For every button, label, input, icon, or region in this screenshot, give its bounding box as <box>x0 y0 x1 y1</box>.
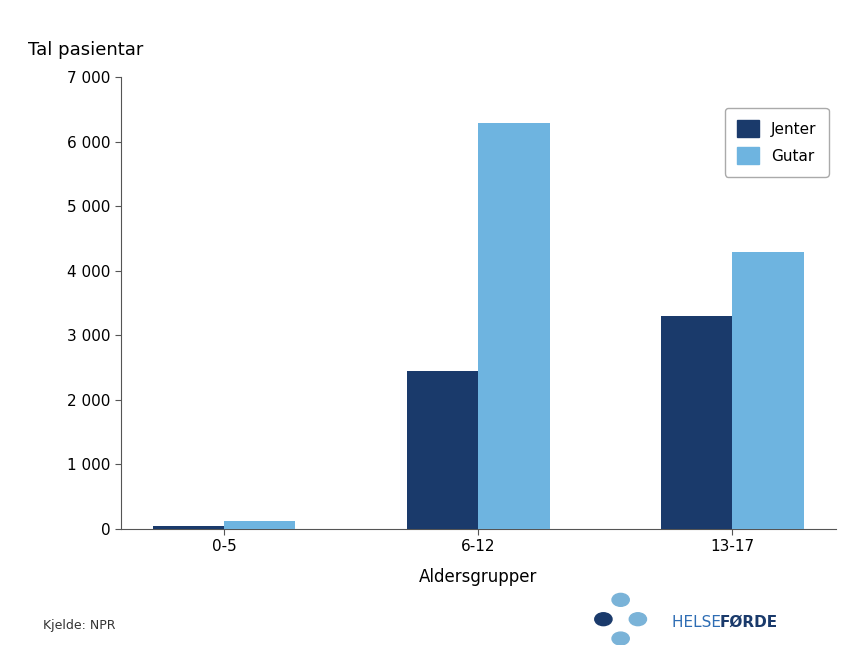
Text: FØRDE: FØRDE <box>719 615 777 630</box>
Bar <box>732 252 802 529</box>
Bar <box>153 526 224 529</box>
Bar <box>660 316 732 529</box>
Legend: Jenter, Gutar: Jenter, Gutar <box>724 108 827 177</box>
Bar <box>478 123 549 529</box>
Text: Kjelde: NPR: Kjelde: NPR <box>43 619 115 632</box>
Text: Tal pasientar: Tal pasientar <box>28 41 143 59</box>
X-axis label: Aldersgrupper: Aldersgrupper <box>418 568 537 586</box>
Bar <box>224 521 295 529</box>
Bar <box>406 371 478 529</box>
Text: HELSE: HELSE <box>672 615 725 630</box>
